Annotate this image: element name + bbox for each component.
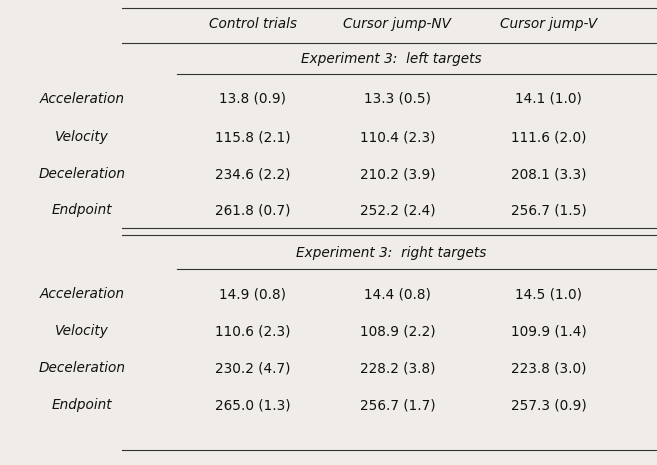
Text: 14.5 (1.0): 14.5 (1.0) [515,287,582,301]
Text: Velocity: Velocity [55,324,109,338]
Text: 228.2 (3.8): 228.2 (3.8) [360,361,435,375]
Text: 110.6 (2.3): 110.6 (2.3) [215,324,290,338]
Text: 208.1 (3.3): 208.1 (3.3) [511,167,586,181]
Text: Velocity: Velocity [55,130,109,144]
Text: Acceleration: Acceleration [39,92,125,106]
Text: 108.9 (2.2): 108.9 (2.2) [359,324,436,338]
Text: Deceleration: Deceleration [39,361,125,375]
Text: 111.6 (2.0): 111.6 (2.0) [511,130,586,144]
Text: Deceleration: Deceleration [39,167,125,181]
Text: 223.8 (3.0): 223.8 (3.0) [511,361,586,375]
Text: 256.7 (1.7): 256.7 (1.7) [359,398,436,412]
Text: 14.9 (0.8): 14.9 (0.8) [219,287,286,301]
Text: 261.8 (0.7): 261.8 (0.7) [215,203,290,217]
Text: Cursor jump-NV: Cursor jump-NV [344,17,451,31]
Text: 13.3 (0.5): 13.3 (0.5) [364,92,431,106]
Text: 210.2 (3.9): 210.2 (3.9) [359,167,436,181]
Text: 230.2 (4.7): 230.2 (4.7) [215,361,290,375]
Text: Acceleration: Acceleration [39,287,125,301]
Text: 115.8 (2.1): 115.8 (2.1) [215,130,291,144]
Text: 257.3 (0.9): 257.3 (0.9) [510,398,587,412]
Text: 234.6 (2.2): 234.6 (2.2) [215,167,290,181]
Text: Cursor jump-V: Cursor jump-V [500,17,597,31]
Text: 13.8 (0.9): 13.8 (0.9) [219,92,286,106]
Text: 265.0 (1.3): 265.0 (1.3) [215,398,291,412]
Text: 14.4 (0.8): 14.4 (0.8) [364,287,431,301]
Text: Endpoint: Endpoint [52,203,112,217]
Text: 110.4 (2.3): 110.4 (2.3) [360,130,435,144]
Text: Endpoint: Endpoint [52,398,112,412]
Text: 109.9 (1.4): 109.9 (1.4) [510,324,587,338]
Text: Experiment 3:  right targets: Experiment 3: right targets [296,246,486,260]
Text: 252.2 (2.4): 252.2 (2.4) [359,203,436,217]
Text: Control trials: Control trials [209,17,297,31]
Text: 256.7 (1.5): 256.7 (1.5) [510,203,587,217]
Text: 14.1 (1.0): 14.1 (1.0) [515,92,582,106]
Text: Experiment 3:  left targets: Experiment 3: left targets [301,52,481,66]
